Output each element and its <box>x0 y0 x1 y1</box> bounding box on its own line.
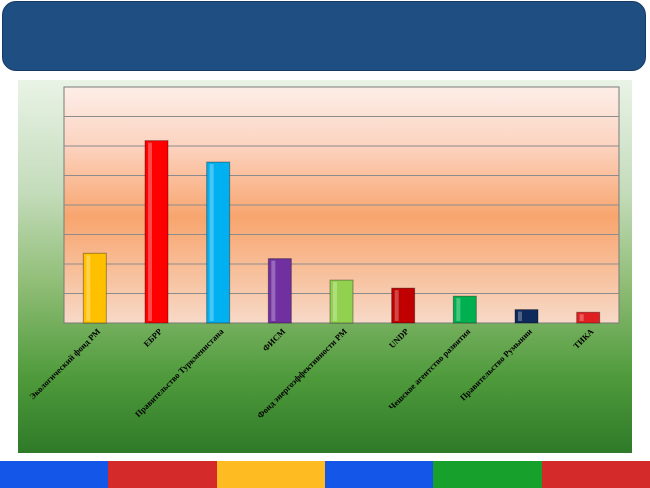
x-tick-label: ЕБРР <box>142 326 164 348</box>
bar-highlight <box>394 290 399 321</box>
bar-highlight <box>271 260 276 321</box>
footer-segment <box>0 461 109 488</box>
bar-highlight <box>209 164 214 321</box>
bar <box>82 252 107 324</box>
footer-segment <box>433 461 542 488</box>
bar-highlight <box>333 282 337 321</box>
bar-highlight <box>579 314 584 321</box>
bar <box>514 309 539 324</box>
x-tick-label: UNDP <box>387 326 411 350</box>
bar-highlight <box>456 298 461 321</box>
x-tick-label: Экологический фонд РМ <box>27 326 102 401</box>
bar-highlight <box>148 142 152 321</box>
x-tick-label: ТИКА <box>571 326 596 351</box>
bar <box>144 140 169 324</box>
x-tick-label: ФИСМ <box>260 326 287 353</box>
footer-segment <box>324 461 434 488</box>
bar <box>267 258 292 324</box>
bar <box>329 279 354 324</box>
x-tick-label: Правительство Румынии <box>458 326 534 402</box>
bar <box>206 161 231 324</box>
footer-color-bar <box>0 461 650 488</box>
footer-segment <box>541 461 650 488</box>
bar-highlight <box>518 311 522 321</box>
bar <box>391 287 416 324</box>
footer-segment <box>108 461 217 488</box>
footer-segment <box>216 461 325 488</box>
bar <box>452 295 477 324</box>
bar-highlight <box>86 255 91 321</box>
title-banner <box>2 1 646 71</box>
bar <box>576 311 601 324</box>
